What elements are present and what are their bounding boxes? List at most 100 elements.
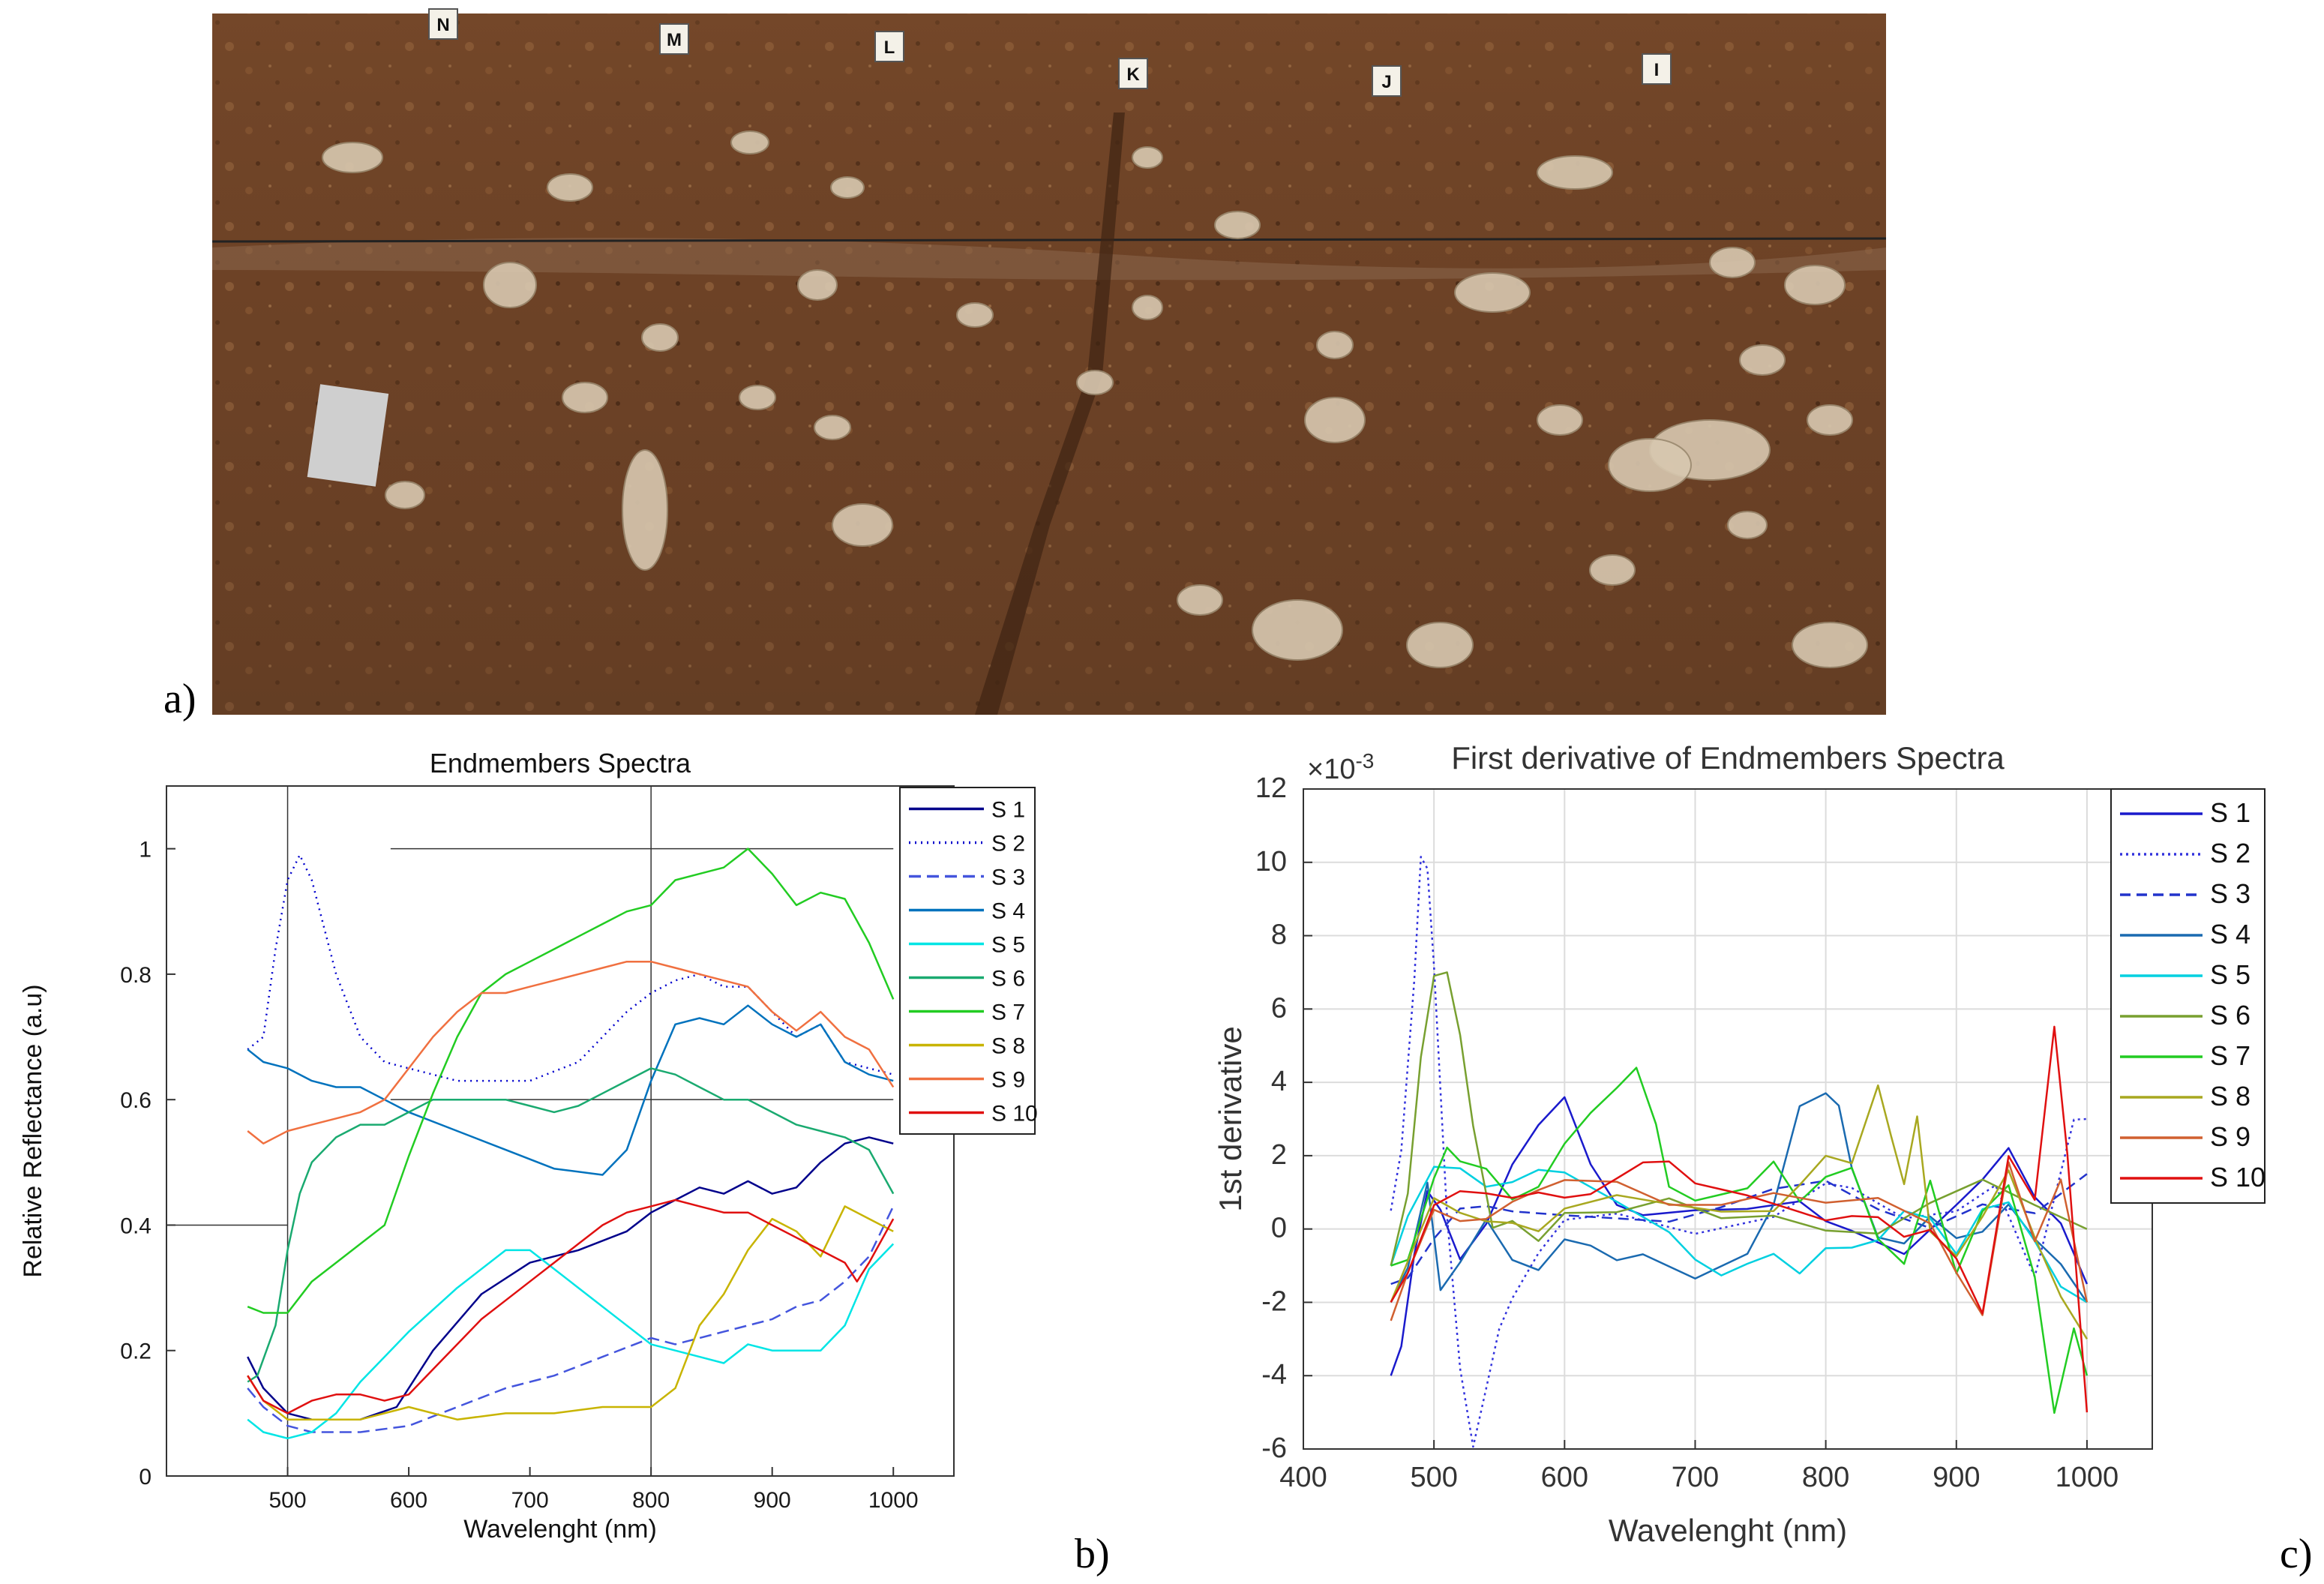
b-legend-label-1: S 1	[991, 798, 1025, 823]
b-series-line-8	[247, 1205, 894, 1420]
c-exponent: ×10-3	[1307, 749, 1374, 785]
c-ytick-label-9: 12	[1255, 772, 1287, 804]
stone-4	[830, 176, 865, 199]
stone-20	[1252, 599, 1343, 661]
stone-33	[641, 323, 679, 352]
stone-21	[1406, 622, 1474, 668]
stone-31	[1076, 370, 1114, 395]
b-ytick-label-3: 0.6	[120, 1088, 151, 1113]
b-legend-label-8: S 8	[991, 1034, 1025, 1059]
b-legend-label-3: S 3	[991, 866, 1025, 890]
b-ytick-label-5: 1	[139, 838, 151, 862]
b-xtick-label-800: 800	[632, 1488, 670, 1513]
marker-label-I: I	[1654, 60, 1660, 80]
b-legend-label-4: S 4	[991, 899, 1025, 924]
stone-2	[547, 173, 593, 202]
b-xtick-label-900: 900	[754, 1488, 791, 1513]
stone-24	[1807, 404, 1853, 436]
stone-32	[739, 385, 776, 410]
c-legend-box	[2110, 788, 2266, 1204]
stone-10	[1784, 265, 1846, 305]
b-legend-label-9: S 9	[991, 1068, 1025, 1093]
c-xtick-label-1000: 1000	[2056, 1462, 2119, 1493]
b-plot-area	[166, 786, 954, 1476]
b-series-line-7	[247, 848, 895, 1314]
b-series-line-3	[247, 1205, 895, 1433]
b-legend-label-2: S 2	[991, 832, 1025, 856]
b-series-line-5	[247, 1243, 895, 1440]
b-ytick-label-2: 0.4	[120, 1214, 151, 1238]
c-series-line-7	[1390, 1066, 2089, 1414]
stone-11	[483, 262, 537, 308]
stone-6	[1214, 211, 1261, 239]
stone-13	[1132, 295, 1163, 320]
c-legend-label-4: S 4	[2210, 919, 2251, 950]
c-ytick-label-2: -2	[1261, 1286, 1287, 1317]
c-series-line-6	[1390, 971, 2088, 1266]
marker-card-I	[1642, 53, 1672, 85]
stone-35	[1727, 511, 1768, 539]
marker-card-K	[1118, 58, 1148, 89]
c-legend-label-1: S 1	[2210, 797, 2251, 828]
marker-card-N	[428, 8, 458, 40]
horizontal-string	[211, 237, 1887, 243]
c-ytick-label-6: 6	[1271, 992, 1287, 1024]
stone-17	[814, 415, 851, 440]
c-series-line-3	[1390, 1173, 2088, 1286]
b-legend-label-10: S 10	[991, 1102, 1038, 1126]
stone-25	[562, 382, 608, 413]
chart-endmembers-spectra: b) 500 600 700 800 900 1000 0 0.2 0.4 0.6 0.8 1 Endm…	[19, 748, 1110, 1577]
stone-1	[322, 142, 383, 173]
b-xtick-label-1000: 1000	[868, 1488, 919, 1513]
marker-card-M	[659, 23, 689, 55]
c-exponent-power: -3	[1355, 749, 1374, 772]
stone-34	[1177, 584, 1223, 616]
marker-card-L	[874, 31, 904, 62]
b-title: Endmembers Spectra	[430, 748, 691, 778]
b-legend-box	[899, 787, 1036, 1135]
b-xtick-label-500: 500	[269, 1488, 307, 1513]
dark-vertical-fissure	[975, 112, 1125, 715]
c-legend-label-9: S 9	[2210, 1121, 2251, 1152]
stone-27	[1316, 331, 1354, 359]
b-legend-label-6: S 6	[991, 967, 1025, 992]
stones-group	[322, 130, 1868, 668]
c-ytick-label-1: -4	[1261, 1359, 1287, 1390]
c-ytick-label-3: 0	[1271, 1213, 1287, 1244]
stone-8	[1709, 247, 1756, 278]
b-series-line-4	[247, 1004, 894, 1176]
stone-12	[797, 269, 838, 301]
c-ytick-label-4: 2	[1271, 1139, 1287, 1171]
b-xtick-label-700: 700	[511, 1488, 549, 1513]
b-ylabel: Relative Reflectance (a.u)	[19, 984, 47, 1277]
c-ylabel: 1st derivative	[1213, 1026, 1248, 1211]
b-series-line-6	[247, 1067, 895, 1383]
stone-23	[1537, 404, 1583, 436]
c-xtick-label-600: 600	[1541, 1462, 1588, 1493]
marker-label-N: N	[436, 15, 449, 35]
stone-7	[1537, 155, 1613, 190]
marker-label-L: L	[884, 38, 895, 58]
stone-19	[832, 503, 893, 547]
c-series-line-5	[1390, 1166, 2088, 1304]
c-legend-label-2: S 2	[2210, 838, 2251, 868]
stone-18	[622, 449, 668, 571]
c-xtick-label-900: 900	[1933, 1462, 1980, 1493]
panel-label-c: c)	[2280, 1531, 2313, 1577]
panel-label-b: b)	[1075, 1531, 1110, 1577]
stone-26	[956, 302, 994, 328]
c-ytick-label-8: 10	[1255, 846, 1287, 878]
b-series-line-9	[247, 960, 895, 1144]
c-legend-label-10: S 10	[2210, 1162, 2266, 1192]
c-ytick-label-0: -6	[1261, 1432, 1287, 1464]
stone-9	[1454, 272, 1531, 313]
stone-29	[385, 481, 425, 509]
b-xtick-label-600: 600	[390, 1488, 427, 1513]
marker-card-J	[1372, 65, 1402, 97]
c-legend-label-3: S 3	[2210, 878, 2251, 909]
b-ytick-label-1: 0.2	[120, 1340, 151, 1364]
c-title: First derivative of Endmembers Spectra	[1451, 740, 2005, 776]
c-ytick-label-7: 8	[1271, 920, 1287, 951]
photo-shading	[212, 14, 1886, 715]
